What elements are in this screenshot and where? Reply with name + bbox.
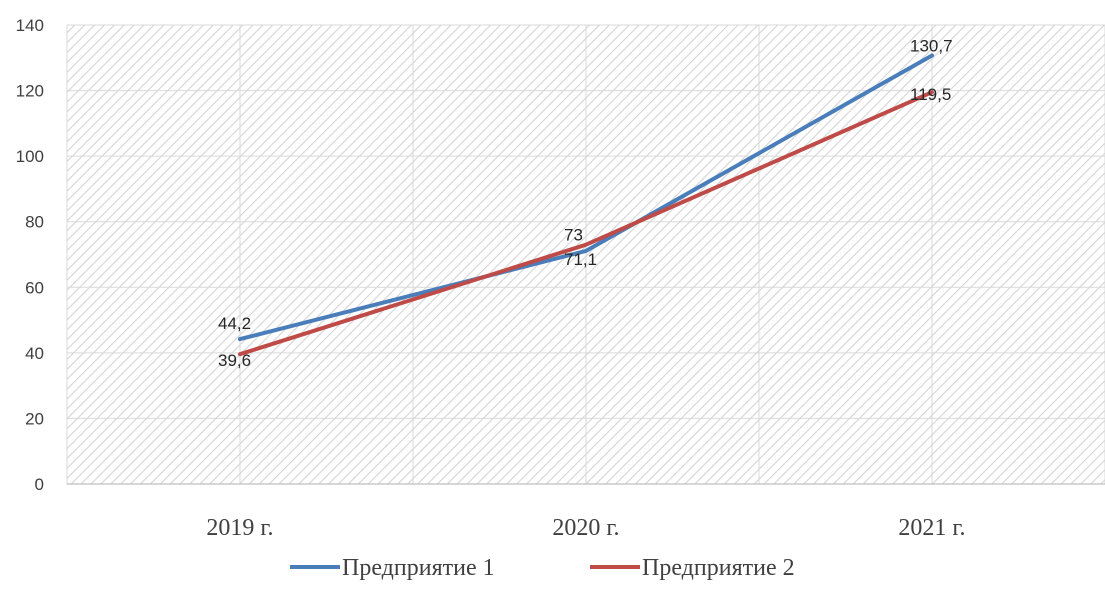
y-tick-label: 0 [35, 475, 44, 494]
data-label: 119,5 [910, 85, 951, 104]
y-tick-label: 60 [25, 278, 44, 297]
data-label: 73 [564, 226, 583, 245]
x-tick-label: 2019 г. [206, 515, 273, 541]
data-label: 44,2 [218, 314, 251, 333]
data-label: 71,1 [564, 250, 597, 269]
x-axis: 2019 г. 2020 г. 2021 г. [67, 483, 1105, 541]
series-line-1 [238, 53, 934, 342]
x-tick-label: 2021 г. [898, 515, 965, 541]
series-line-2 [238, 90, 934, 357]
y-tick-label: 40 [25, 344, 44, 363]
y-tick-label: 80 [25, 213, 44, 232]
legend-label-1: Предприятие 1 [342, 555, 495, 581]
gridlines [66, 24, 1105, 484]
y-tick-label: 100 [16, 147, 44, 166]
x-tick-label: 2020 г. [552, 515, 619, 541]
y-tick-label: 120 [16, 82, 44, 101]
legend: Предприятие 1 Предприятие 2 [290, 555, 795, 581]
series-lines [238, 53, 934, 357]
data-label: 130,7 [910, 36, 953, 55]
legend-label-2: Предприятие 2 [642, 555, 795, 581]
y-tick-label: 20 [25, 409, 44, 428]
y-tick-label: 140 [16, 16, 44, 35]
y-axis: 0 20 40 60 80 100 120 140 [16, 16, 44, 494]
data-labels: 44,2 71,1 130,7 39,6 73 119,5 [218, 36, 953, 370]
data-label: 39,6 [218, 351, 251, 370]
